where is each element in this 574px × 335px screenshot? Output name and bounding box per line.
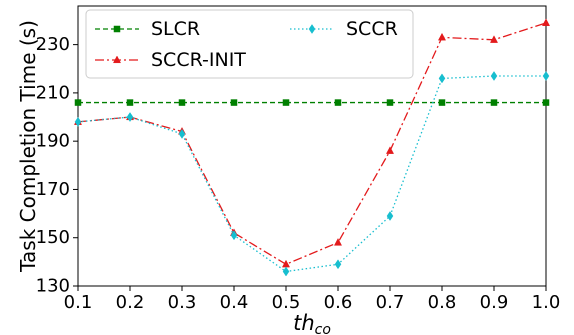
legend-items: SLCR SCCR-INIT SCCR (95, 18, 398, 71)
legend-box (85, 9, 414, 79)
legend-item-sccr-init: SCCR-INIT (95, 49, 246, 71)
y-tick-label: 130 (36, 276, 70, 297)
data-point-sccr (178, 128, 186, 139)
series-line-sccr (77, 75, 546, 273)
data-point-sccr (490, 71, 498, 81)
legend-item-slcr: SLCR (95, 18, 200, 40)
series-layer (73, 18, 551, 277)
y-tick-label: 150 (36, 227, 70, 248)
data-point-sccr (282, 266, 290, 277)
data-point-sccr-init (385, 146, 395, 154)
x-tick-label: 0.9 (480, 292, 509, 313)
data-point-sccr (438, 73, 446, 84)
data-point-sccr (542, 71, 550, 81)
x-axis-label: thco (293, 311, 331, 335)
y-tick-label: 170 (36, 179, 70, 200)
x-tick-label: 0.3 (168, 292, 197, 313)
series-line-sccr-init (77, 22, 547, 266)
data-point-slcr (74, 99, 82, 106)
data-point-sccr (126, 112, 134, 122)
legend: SLCR SCCR-INIT SCCR (85, 9, 414, 79)
data-point-slcr (230, 99, 238, 106)
y-tick-label: 210 (36, 82, 70, 103)
data-point-slcr (542, 99, 550, 106)
x-axis-label-subscript: co (315, 322, 331, 335)
y-axis-label: Task Completion Time (s) (16, 20, 40, 273)
data-point-sccr-init (333, 238, 343, 246)
data-point-slcr (334, 99, 342, 106)
data-point-sccr-init (541, 18, 551, 26)
x-axis-label-base: th (293, 311, 315, 335)
data-point-slcr (126, 99, 134, 106)
data-point-sccr-init (437, 32, 447, 41)
x-tick-label: 0.6 (324, 292, 353, 313)
x-tick-label: 1.0 (532, 292, 561, 313)
x-tick-label: 0.5 (272, 292, 301, 313)
y-tick-label: 190 (36, 131, 70, 152)
data-point-slcr (386, 99, 394, 106)
legend-item-sccr: SCCR (290, 18, 398, 40)
legend-swatch-marker (113, 25, 121, 33)
x-axis-ticks: 0.1 0.2 0.3 0.4 0.5 0.6 0.7 0.8 0.9 1.0 (64, 286, 561, 313)
legend-swatch-marker (112, 55, 122, 64)
data-point-slcr (282, 99, 290, 106)
data-point-slcr (438, 99, 446, 106)
series-slcr (74, 99, 550, 106)
data-point-slcr (490, 99, 498, 106)
x-tick-label: 0.4 (220, 292, 249, 313)
legend-label: SCCR-INIT (151, 49, 246, 71)
y-axis-ticks: 130 150 170 190 210 230 (36, 34, 78, 297)
legend-swatch-marker (308, 24, 316, 34)
data-point-sccr (74, 116, 82, 127)
data-point-sccr (230, 230, 238, 241)
data-point-slcr (178, 99, 186, 106)
legend-label: SLCR (151, 18, 200, 40)
x-tick-label: 0.1 (64, 292, 93, 313)
data-point-sccr (386, 211, 394, 221)
x-tick-label: 0.7 (376, 292, 405, 313)
legend-label: SCCR (346, 18, 398, 40)
y-tick-label: 230 (36, 34, 70, 55)
data-point-sccr (334, 259, 342, 270)
x-tick-label: 0.8 (428, 292, 457, 313)
data-point-sccr-init (489, 35, 499, 43)
series-sccr (74, 71, 550, 277)
x-tick-label: 0.2 (116, 292, 145, 313)
